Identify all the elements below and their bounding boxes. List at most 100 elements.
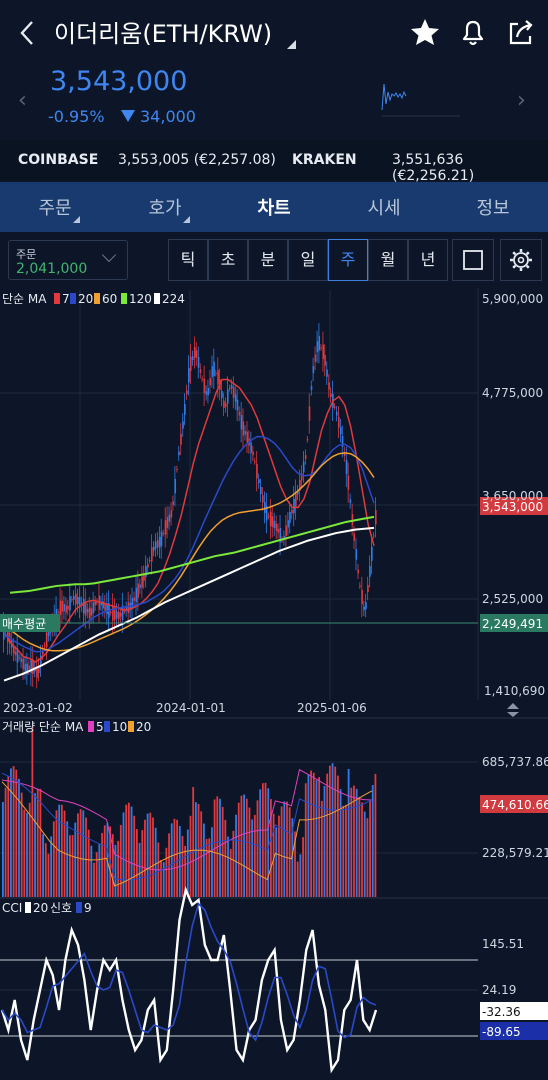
candle-body — [189, 356, 192, 372]
ma120-line — [9, 515, 375, 594]
period-second-button[interactable]: 초 — [208, 239, 248, 281]
gear-icon[interactable] — [500, 239, 542, 281]
exchange-name: COINBASE — [18, 152, 99, 168]
page-title[interactable]: 이더리움(ETH/KRW) — [54, 20, 273, 48]
period-minute-button[interactable]: 분 — [248, 239, 288, 281]
candle-body — [149, 560, 151, 562]
candle-body — [77, 596, 79, 605]
tab-info[interactable]: 정보 — [476, 198, 510, 219]
cci-value-tag — [480, 1002, 548, 1020]
volume-bar — [117, 840, 120, 897]
candle-body — [86, 608, 89, 613]
candle-body — [176, 469, 178, 471]
volume-bar — [326, 773, 329, 897]
candle-body — [59, 600, 62, 615]
candle-body — [141, 576, 143, 588]
volume-bar — [312, 772, 315, 897]
volume-bar — [224, 819, 227, 897]
candle-body — [65, 605, 68, 613]
volume-bar — [320, 800, 323, 897]
cci-y-tick: 24.19 — [482, 983, 516, 997]
chart-area[interactable]: 매수평균 2,249,491 3,543,000 5,900,000 4,775… — [0, 286, 548, 1080]
volume-bar — [66, 821, 69, 897]
mini-chart[interactable] — [380, 74, 462, 120]
volume-bar — [296, 861, 299, 897]
candle-body — [351, 514, 354, 525]
tab-order[interactable]: 주문 — [38, 198, 72, 219]
candle-body — [113, 608, 116, 620]
period-year-button[interactable]: 년 — [408, 239, 448, 281]
order-dropdown[interactable] — [8, 240, 128, 280]
candle-body — [67, 605, 69, 610]
volume-bar — [162, 862, 165, 897]
back-icon[interactable] — [14, 16, 44, 50]
period-day-button[interactable]: 일 — [288, 239, 328, 281]
period-week-button[interactable]: 주 — [328, 239, 368, 281]
period-month-button[interactable]: 월 — [368, 239, 408, 281]
change-percent: -0.95% — [48, 107, 105, 126]
candle-body — [182, 421, 184, 429]
candle-body — [312, 365, 315, 374]
volume-bar — [60, 804, 63, 897]
candle-body — [373, 535, 375, 537]
candle-body — [291, 509, 293, 514]
volume-bar — [256, 800, 259, 897]
candle-body — [78, 596, 81, 608]
x-tick-label: 2025-01-06 — [297, 701, 367, 715]
period-tick-button[interactable]: 틱 — [168, 239, 208, 281]
candle-body — [26, 663, 28, 675]
candle-body — [205, 391, 208, 395]
candle-body — [304, 455, 307, 459]
next-item-chevron-icon[interactable]: › — [517, 88, 526, 113]
candle-body — [246, 431, 249, 443]
volume-bar — [168, 833, 170, 897]
volume-bar — [342, 805, 345, 897]
volume-bar — [299, 854, 302, 897]
candle-body — [174, 478, 176, 494]
fullscreen-square-icon[interactable] — [452, 239, 494, 281]
candle-body — [7, 627, 9, 642]
order-label: 주문 — [16, 248, 37, 261]
candle-body — [289, 512, 291, 523]
volume-bar — [205, 838, 208, 897]
volume-bar — [15, 769, 18, 897]
candle-body — [137, 583, 139, 598]
tab-orderbook[interactable]: 호가 — [148, 198, 182, 219]
volume-bar — [315, 780, 318, 897]
star-icon[interactable] — [408, 14, 442, 50]
y-tick-label: 4,775,000 — [482, 386, 543, 400]
volume-current-text: 474,610.665 — [482, 798, 548, 812]
candle-body — [275, 523, 278, 531]
volume-bar — [47, 853, 50, 897]
candle-body — [88, 607, 91, 619]
tab-caret-icon — [183, 216, 190, 223]
vol-ma20-legend: 20 — [136, 720, 151, 734]
bell-icon[interactable] — [456, 14, 490, 50]
volume-bar — [184, 845, 187, 897]
candle-body — [371, 546, 373, 561]
volume-bar — [259, 789, 262, 897]
candle-body — [22, 658, 25, 670]
tab-quotes[interactable]: 시세 — [367, 198, 401, 219]
cci-signal-legend-prefix: 신호 — [50, 901, 72, 915]
volume-bar — [243, 794, 245, 897]
candle-body — [178, 451, 180, 456]
volume-bar — [12, 766, 15, 897]
share-icon[interactable] — [504, 14, 538, 50]
ma120-legend: 120 — [129, 292, 152, 306]
candle-body — [211, 366, 214, 378]
cci-lines — [0, 886, 378, 1074]
candle-body — [191, 356, 194, 360]
volume-bar — [203, 823, 205, 897]
volume-bar — [323, 785, 326, 897]
volume-bar — [331, 763, 334, 897]
title-dropdown-caret-icon[interactable] — [287, 40, 296, 49]
current-price-tag-text: 3,543,000 — [482, 500, 543, 514]
vol-ma20-line — [1, 781, 373, 887]
candle-body — [147, 563, 149, 568]
tab-chart[interactable]: 차트 — [257, 198, 291, 219]
prev-item-chevron-icon[interactable]: ‹ — [18, 88, 27, 113]
volume-bar — [152, 817, 154, 897]
y-tick-label: 2,525,000 — [482, 592, 543, 606]
candle-body — [12, 646, 15, 654]
